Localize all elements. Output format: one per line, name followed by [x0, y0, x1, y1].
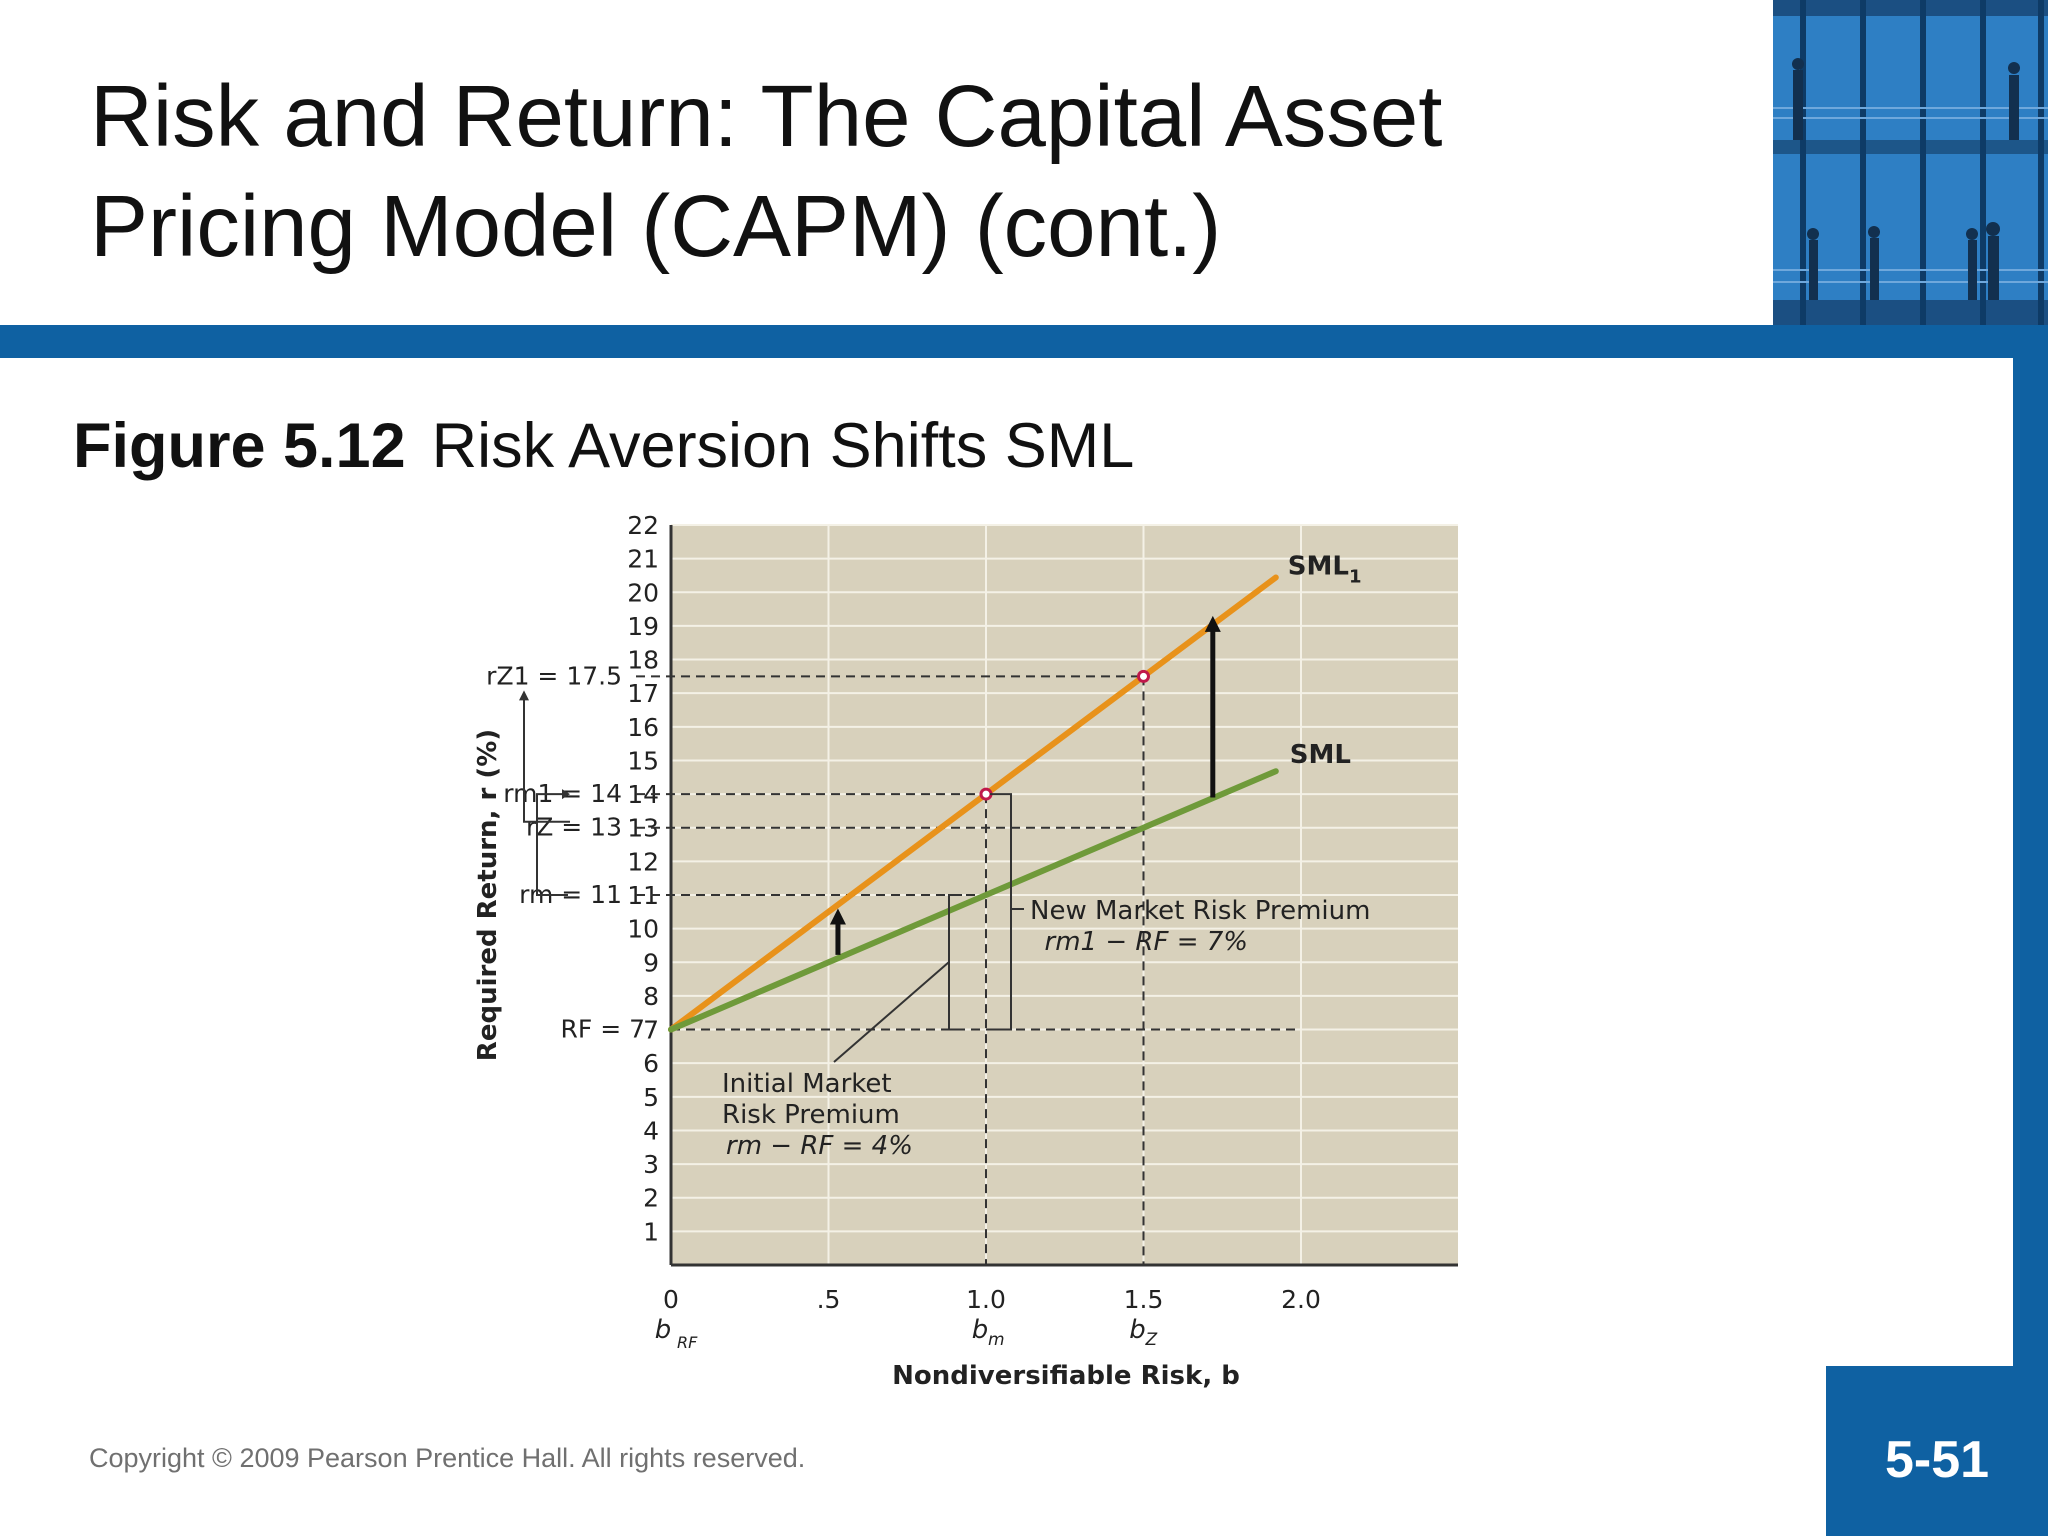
right-edge-bar	[2013, 358, 2048, 1366]
figure-number: Figure 5.12	[73, 411, 406, 481]
initial-premium-leader	[833, 961, 950, 1063]
y-tick-label: 18	[627, 646, 659, 675]
y-tick-label: 4	[643, 1116, 659, 1145]
initial-premium-line1: Initial Market	[722, 1069, 892, 1099]
y-tick-label: 20	[627, 578, 659, 607]
slide-title: Risk and Return: The Capital Asset Prici…	[90, 68, 1443, 275]
y-tick-label: 7	[643, 1016, 659, 1045]
y-tick-label: 6	[643, 1049, 659, 1078]
data-point-marker	[1137, 669, 1150, 683]
x-tick-label: 2.0	[1281, 1285, 1321, 1314]
y-tick-label: 1	[643, 1217, 659, 1246]
annotation-b-rf-sub: RF	[677, 1333, 698, 1352]
page-number-box	[1826, 1366, 2048, 1536]
new-premium-title: New Market Risk Premium	[1030, 896, 1370, 926]
y-tick-label: 10	[627, 915, 659, 944]
data-point-marker	[979, 787, 993, 801]
x-tick-label: 1.5	[1124, 1285, 1164, 1314]
shift-arrow-high	[1204, 615, 1221, 798]
figure-title: Risk Aversion Shifts SML	[431, 411, 1135, 481]
annotation-b-rf: b	[655, 1315, 672, 1345]
arrow-head	[829, 908, 846, 925]
annotation-b-m: b	[972, 1315, 989, 1345]
y-tick-label: 2	[643, 1184, 659, 1213]
y-tick-label: 8	[643, 982, 659, 1011]
bracket-rm-to-rm1	[536, 793, 568, 896]
initial-premium-formula: rm − RF = 4%	[726, 1131, 913, 1161]
x-tick-label: .5	[817, 1285, 841, 1314]
y-tick-label: 9	[643, 948, 659, 977]
y-tick-label: 17	[627, 679, 659, 708]
annotation-b-m-sub: m	[988, 1330, 1005, 1350]
bracket-rz-to-rz1	[523, 698, 570, 823]
y-tick-label: 22	[627, 511, 659, 540]
y-tick-label: 15	[627, 746, 659, 775]
annotation-rz1: rZ1 = 17.5	[486, 661, 622, 690]
new-premium-formula: rm1 − RF = 7%	[1045, 927, 1248, 957]
annotation-rz: rZ = 13	[526, 813, 622, 842]
copyright-notice: Copyright © 2009 Pearson Prentice Hall. …	[89, 1443, 806, 1473]
x-tick-label: 0	[663, 1285, 679, 1314]
annotation-rm: rm = 11	[519, 880, 622, 909]
page-number: 5-51	[1884, 1431, 1990, 1489]
figure-heading: Figure 5.12 Risk Aversion Shifts SML	[73, 410, 1134, 482]
series-line-sml	[668, 768, 1279, 1033]
annotation-b-z: b	[1129, 1315, 1146, 1345]
shift-arrow-low	[829, 908, 846, 955]
y-tick-label: 16	[627, 713, 659, 742]
bracket-arrowhead-up	[519, 690, 529, 701]
y-tick-label: 5	[643, 1083, 659, 1112]
y-axis-title: Required Return, r (%)	[473, 729, 503, 1061]
title-divider-bar	[0, 325, 2048, 358]
x-tick-label: 1.0	[966, 1285, 1006, 1314]
y-tick-label: 12	[627, 847, 659, 876]
series-label-sml: SML	[1290, 740, 1351, 770]
new-premium-bracket	[990, 793, 1012, 1031]
header-photo	[1773, 0, 2048, 325]
annotation-rf: RF = 7	[561, 1015, 646, 1044]
annotation-b-z-sub: Z	[1145, 1330, 1158, 1350]
arrow-head	[1204, 615, 1221, 632]
y-tick-label: 21	[627, 545, 659, 574]
bracket-arrowhead	[562, 789, 570, 800]
x-axis-title: Nondiversifiable Risk, b	[892, 1361, 1240, 1391]
initial-premium-line2: Risk Premium	[722, 1100, 900, 1130]
y-tick-label: 19	[627, 612, 659, 641]
y-tick-label: 3	[643, 1150, 659, 1179]
